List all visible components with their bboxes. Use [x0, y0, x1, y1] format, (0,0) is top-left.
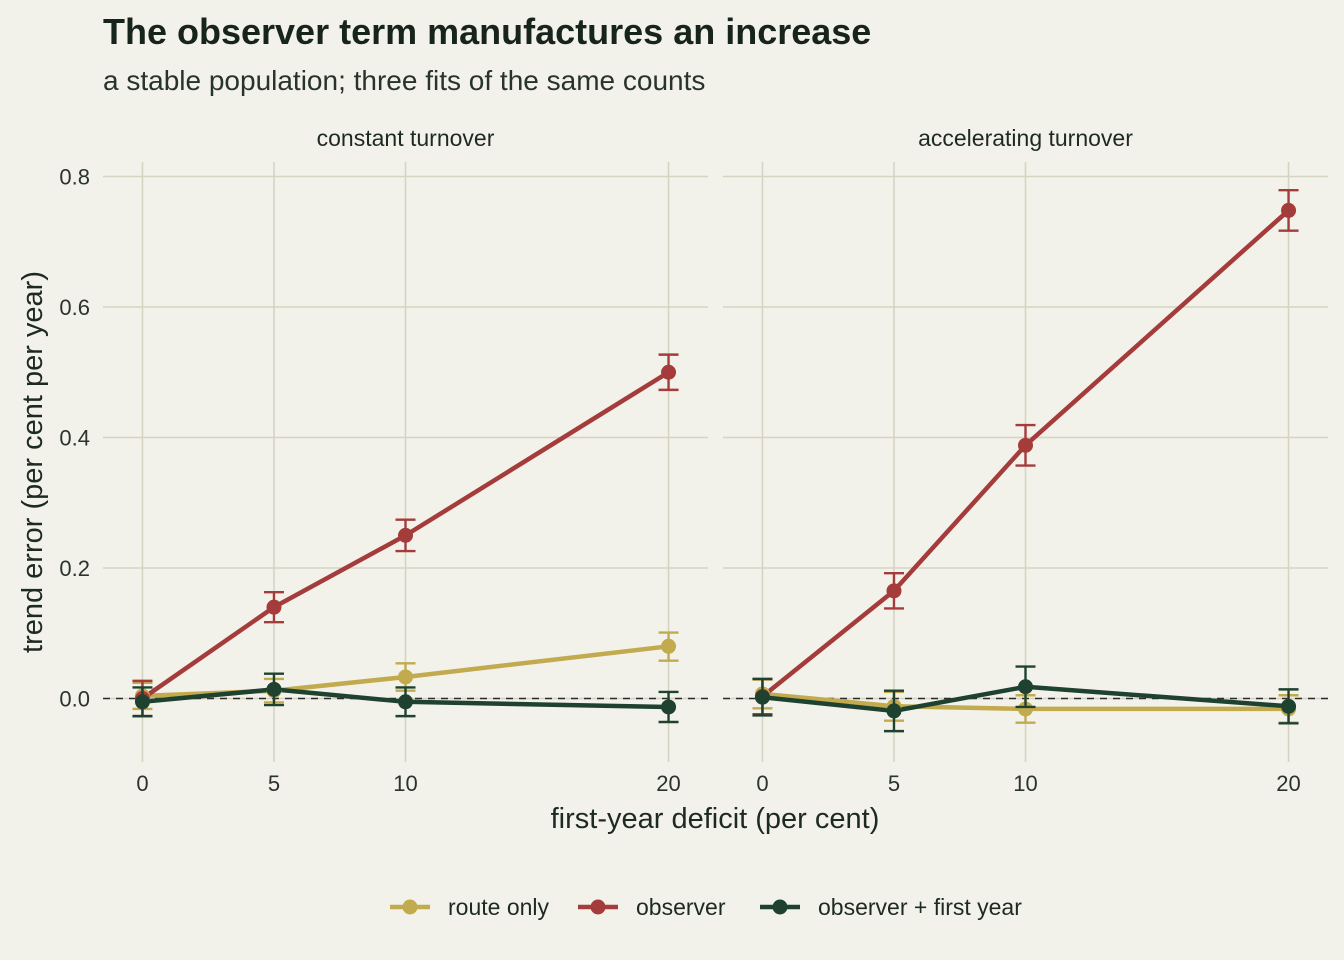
y-tick-label: 0.6: [59, 295, 90, 320]
legend-key-point: [402, 899, 418, 915]
data-point-observer: [1281, 202, 1297, 218]
x-tick-label: 10: [393, 771, 417, 796]
data-point-observer-first-year: [754, 689, 770, 705]
y-tick-label: 0.2: [59, 556, 90, 581]
data-point-observer: [886, 583, 902, 599]
y-axis-title: trend error (per cent per year): [17, 271, 49, 653]
y-tick-label: 0.0: [59, 687, 90, 712]
legend-label: observer: [636, 894, 726, 920]
x-tick-label: 0: [136, 771, 148, 796]
panel-label: constant turnover: [317, 125, 495, 151]
x-tick-label: 10: [1013, 771, 1037, 796]
series-line-route-only: [140, 644, 671, 699]
panel-label: accelerating turnover: [918, 125, 1133, 151]
x-tick-label: 20: [1276, 771, 1300, 796]
series-line-observer-first-year: [760, 684, 1291, 714]
legend-label: observer + first year: [818, 894, 1022, 920]
y-tick-label: 0.4: [59, 426, 90, 451]
data-point-observer-first-year: [1281, 698, 1297, 714]
legend-item-route-only: route only: [390, 894, 550, 920]
legend-item-observer: observer: [578, 894, 726, 920]
series-line-observer: [140, 370, 671, 701]
legend-item-observer-first-year: observer + first year: [760, 894, 1022, 920]
data-point-observer-first-year: [886, 703, 902, 719]
data-point-observer-first-year: [266, 681, 282, 697]
panels: constant turnover 0 5 10 20 0.0 0.2 0.4 0.6 0.8 ac…: [59, 125, 1328, 796]
series-line-observer-first-year: [140, 687, 671, 710]
data-point-observer-first-year: [1018, 679, 1033, 695]
data-point-observer-first-year: [661, 699, 677, 715]
data-point-observer-first-year: [134, 694, 150, 710]
series-line-route-only: [760, 691, 1291, 712]
data-point-observer: [266, 599, 282, 615]
x-tick-label: 0: [756, 771, 768, 796]
data-point-route-only: [398, 669, 413, 685]
legend: route only observer observer + first year: [390, 894, 1022, 920]
panel-1: constant turnover 0 5 10 20 0.0 0.2 0.4 0.6 0.8: [59, 125, 708, 796]
legend-label: route only: [448, 894, 550, 920]
data-point-observer: [1018, 437, 1033, 453]
legend-key-point: [590, 899, 606, 915]
chart-title: The observer term manufactures an increa…: [103, 11, 871, 52]
data-point-route-only: [1018, 701, 1033, 717]
legend-key-point: [772, 899, 788, 915]
series-line-observer: [760, 208, 1291, 699]
x-tick-label: 20: [656, 771, 680, 796]
data-point-route-only: [661, 638, 677, 654]
y-tick-label: 0.8: [59, 165, 90, 190]
chart-subtitle: a stable population; three fits of the s…: [103, 65, 705, 96]
data-point-observer: [661, 364, 677, 380]
x-axis-title: first-year deficit (per cent): [551, 803, 880, 835]
x-tick-label: 5: [268, 771, 280, 796]
x-tick-label: 5: [888, 771, 900, 796]
data-point-observer: [398, 527, 413, 543]
data-point-observer-first-year: [398, 694, 413, 710]
panel-2: accelerating turnover 0 5 10 20: [723, 125, 1328, 796]
